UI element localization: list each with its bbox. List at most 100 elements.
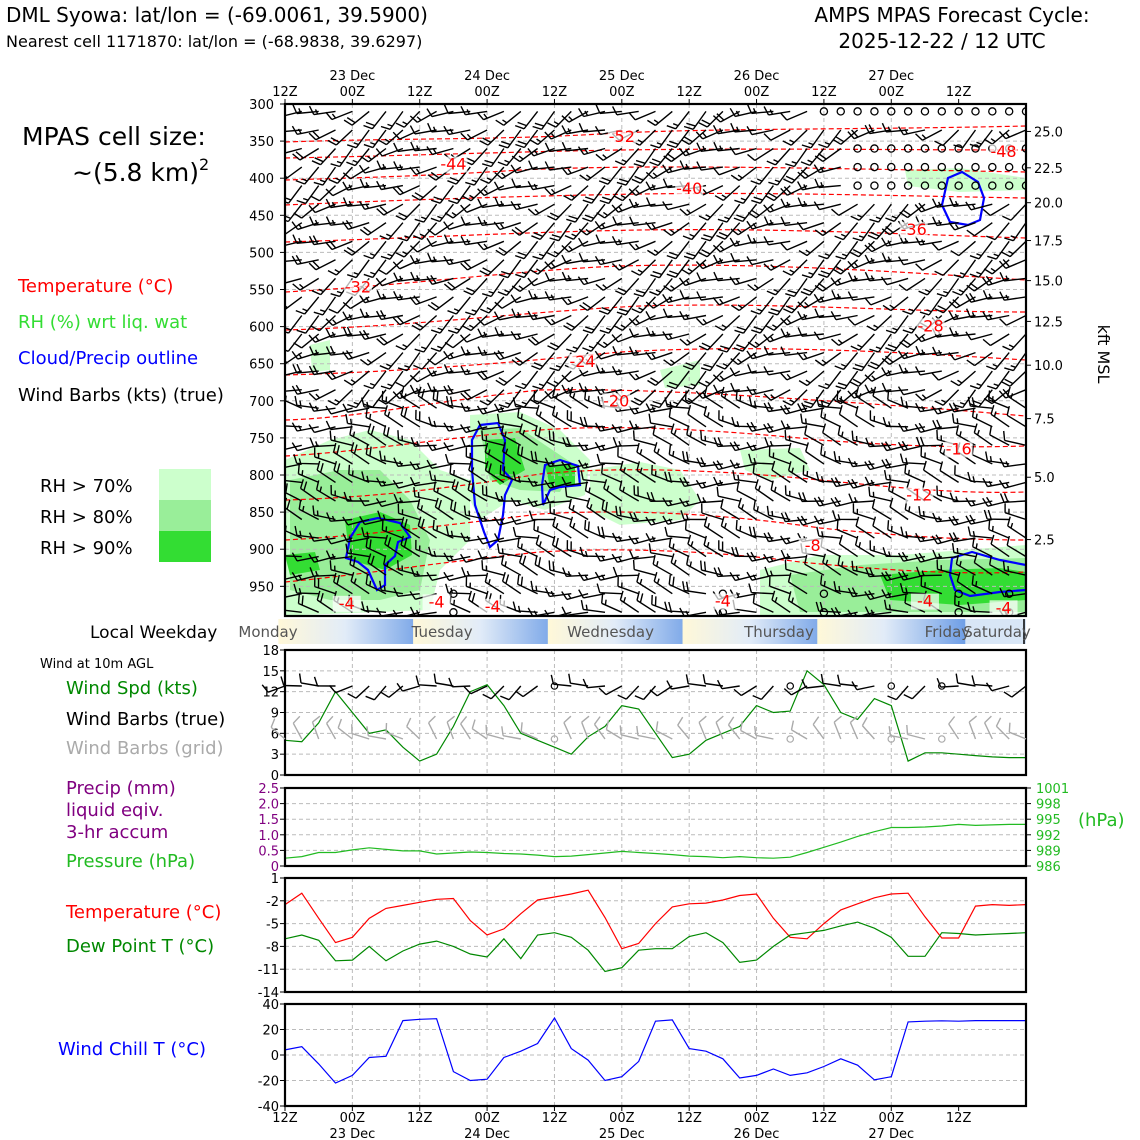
wind-barb <box>342 533 370 543</box>
wind-barb <box>836 390 858 409</box>
wind-barb <box>593 716 606 740</box>
wind-barb <box>443 221 471 230</box>
wind-barb <box>595 234 622 244</box>
wind-barb <box>379 222 404 241</box>
wind-barb <box>990 405 1010 428</box>
wind-barb <box>493 516 521 526</box>
wind-barb <box>343 110 370 126</box>
wind-barb <box>881 382 909 393</box>
wind-barb <box>797 296 825 309</box>
wind-barb <box>309 567 336 577</box>
pressure-unit-label: (hPa) <box>1078 810 1125 831</box>
wind-barb <box>568 673 589 687</box>
wind-barb <box>563 314 589 331</box>
wind-barb <box>547 203 572 221</box>
temp-contour-label: -4 <box>917 592 933 611</box>
wind-barb <box>768 296 791 316</box>
wind-barb <box>376 290 403 300</box>
wind-barb <box>849 370 875 388</box>
wind-barb <box>814 308 841 319</box>
calm-marker <box>853 107 862 116</box>
wind-barb <box>582 678 606 689</box>
calm-marker <box>937 181 947 190</box>
wind-barb <box>443 552 471 562</box>
wind-barb <box>430 333 454 352</box>
wind-barb <box>662 308 690 319</box>
wind-barb <box>482 277 505 298</box>
wind-barb <box>493 311 521 321</box>
wind-barb <box>1001 240 1026 258</box>
wind-barb <box>712 240 741 253</box>
wind-barb <box>582 315 606 334</box>
wind-barb <box>397 560 420 576</box>
wind-barb <box>515 259 539 279</box>
bottom-date-label: 24 Dec <box>464 1127 510 1140</box>
wind-barb <box>730 122 757 133</box>
wind-barb <box>400 535 421 558</box>
legend-rh70: RH > 70% <box>40 476 133 497</box>
wind-barb <box>815 601 841 613</box>
wind-barb <box>833 451 858 465</box>
wind-barb <box>480 166 505 184</box>
wind-barb <box>716 222 741 240</box>
wind-barb <box>740 720 757 740</box>
wind-barb <box>291 125 319 135</box>
wind-barb <box>818 240 842 260</box>
wind-barb <box>316 460 336 483</box>
wind-barb <box>906 724 926 740</box>
wind-barb <box>783 685 808 696</box>
wind-barb <box>447 296 471 315</box>
wind-barb <box>683 240 707 260</box>
wind-barb <box>578 442 606 452</box>
calm-marker <box>836 107 846 116</box>
wind-barb <box>562 567 589 577</box>
wind-barb <box>443 364 471 374</box>
wind-barb <box>460 235 488 246</box>
wind-barb <box>285 500 286 501</box>
wind-barb <box>889 497 909 521</box>
wind-barb <box>1004 222 1026 242</box>
wind-barb <box>501 572 522 595</box>
wind-barb <box>967 396 993 409</box>
wind-barb <box>294 395 319 409</box>
wind-barb <box>293 333 320 349</box>
wind-barb <box>730 382 757 393</box>
pressure-panel-ytick-label: 2.0 <box>258 798 279 813</box>
wind-barb <box>636 591 656 613</box>
wind-barb <box>530 450 555 465</box>
temp-contour-label: -40 <box>676 179 702 198</box>
wind-barb <box>285 425 302 428</box>
wind-barb <box>393 493 420 504</box>
wind-barb <box>481 560 505 576</box>
wind-barb <box>366 726 387 740</box>
pressure-panel-ytick-label: 2.5 <box>258 782 279 797</box>
wind-barb <box>698 333 724 351</box>
wind-barb <box>999 493 1026 503</box>
wind-barb <box>628 110 656 121</box>
x-tick-label: 00Z <box>879 85 905 100</box>
wind-barb <box>679 333 707 346</box>
wind-barb <box>628 405 656 415</box>
wind-barb <box>292 147 320 161</box>
wind-barb <box>494 166 522 180</box>
wind-barb <box>822 423 842 446</box>
temp-label-bg <box>944 441 973 458</box>
wind-barb <box>822 553 842 576</box>
wind-barb <box>392 259 420 270</box>
wind-barb <box>443 104 471 115</box>
wind-barb <box>971 675 993 687</box>
wind-barb <box>752 463 774 484</box>
wind-barb <box>936 485 959 502</box>
wind-barb <box>495 370 522 386</box>
surface-calm-marker <box>786 682 795 690</box>
wind-barb <box>561 141 589 152</box>
temp-label-bg <box>989 143 1018 160</box>
wind-barb <box>413 487 437 502</box>
wind-barb <box>611 259 640 271</box>
wind-barb <box>915 345 942 356</box>
wind-barb <box>514 110 539 130</box>
date-label: 27 Dec <box>868 69 914 84</box>
wind-barb <box>800 277 825 296</box>
wind-barb <box>308 553 336 563</box>
wind-barb <box>713 567 740 578</box>
